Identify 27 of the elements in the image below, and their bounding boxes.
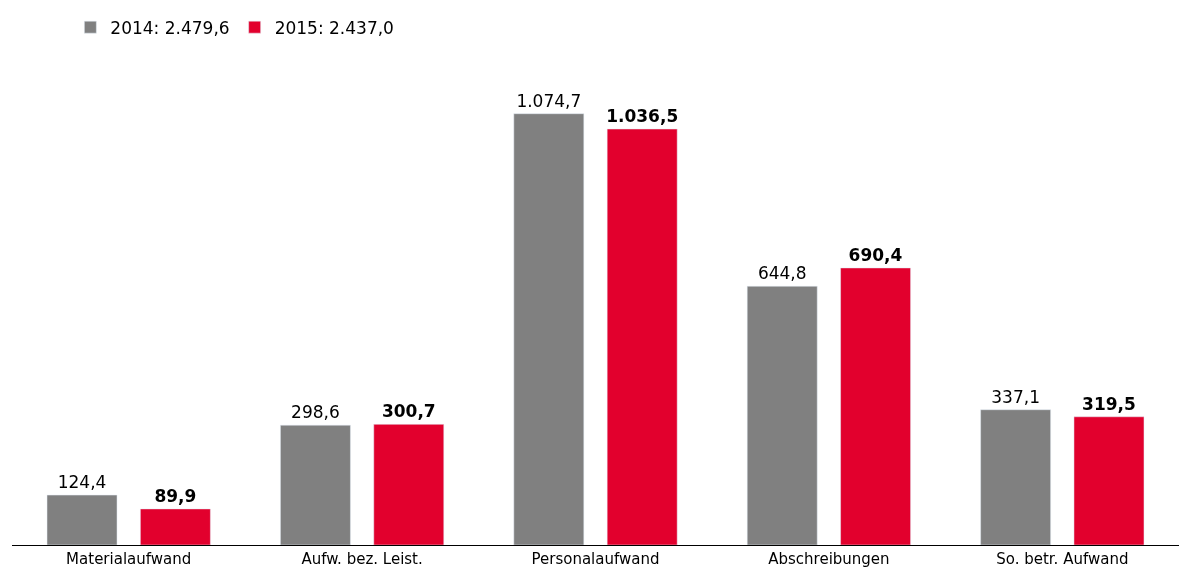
data-label: 1.036,5 bbox=[606, 106, 679, 127]
data-label: 124,4 bbox=[57, 472, 107, 493]
legend-label: 2015: 2.437,0 bbox=[274, 17, 394, 38]
bar bbox=[840, 267, 911, 545]
x-tick-label: So. betr. Aufwand bbox=[996, 550, 1129, 568]
bar bbox=[1073, 416, 1145, 545]
data-label: 319,5 bbox=[1082, 393, 1136, 414]
data-label: 337,1 bbox=[991, 386, 1040, 407]
data-label: 1.074,7 bbox=[516, 90, 582, 111]
legend-label: 2014: 2.479,6 bbox=[110, 17, 230, 38]
data-label: 298,6 bbox=[291, 402, 340, 423]
bar bbox=[980, 409, 1051, 545]
data-label: 690,4 bbox=[848, 244, 903, 265]
x-tick-label: Abschreibungen bbox=[768, 550, 890, 568]
bar bbox=[46, 494, 118, 545]
x-tick-label: Aufw. bez. Leist. bbox=[301, 550, 423, 568]
data-label: 89,9 bbox=[154, 485, 197, 506]
bar bbox=[140, 508, 211, 545]
bar bbox=[606, 128, 678, 545]
bar bbox=[746, 285, 818, 545]
data-label: 644,8 bbox=[757, 263, 807, 284]
x-tick-label: Materialaufwand bbox=[66, 550, 192, 568]
x-tick-label: Personalaufwand bbox=[531, 550, 660, 568]
data-label: 300,7 bbox=[381, 401, 436, 422]
bar bbox=[513, 113, 585, 545]
bar bbox=[280, 424, 351, 545]
bar bbox=[373, 424, 445, 545]
